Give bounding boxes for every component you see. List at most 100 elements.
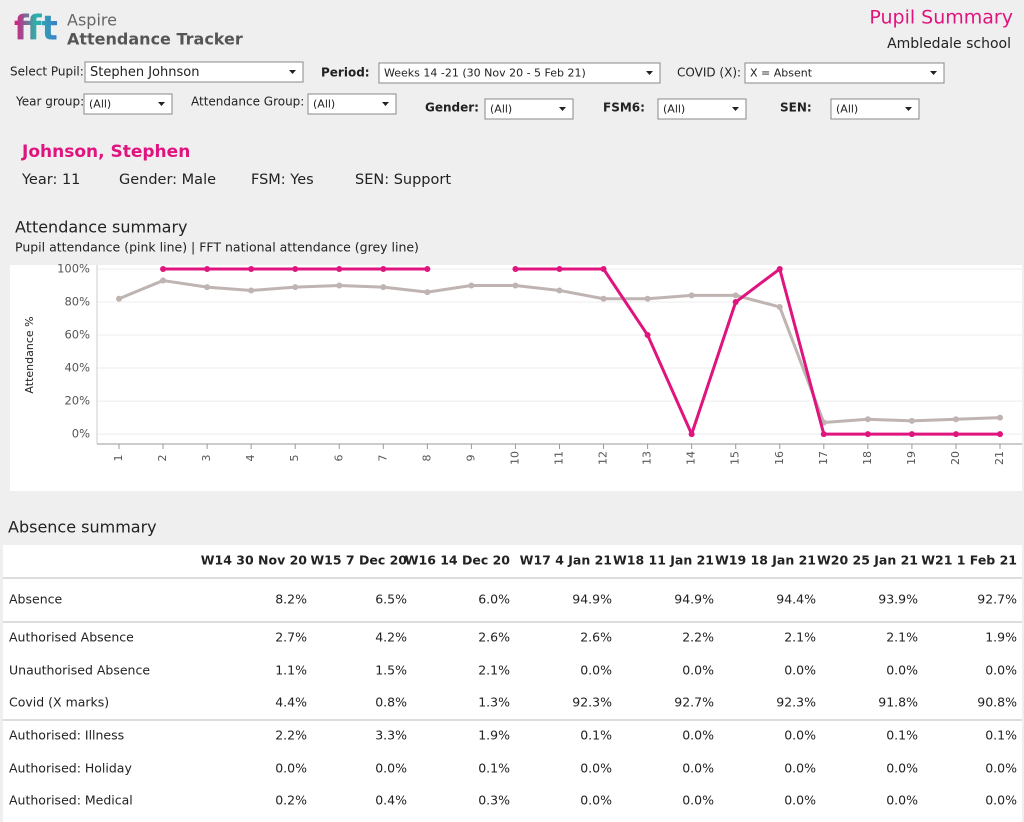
column-header: W19 18 Jan 21 xyxy=(715,553,816,568)
data-point xyxy=(292,266,299,272)
table-cell: 2.1% xyxy=(478,663,510,678)
table-cell: 1.1% xyxy=(275,663,307,678)
x-tick-label: 8 xyxy=(420,455,433,462)
data-point xyxy=(336,282,343,289)
data-point xyxy=(644,332,651,339)
table-cell: 94.9% xyxy=(572,592,612,607)
data-point xyxy=(248,266,255,272)
data-point xyxy=(204,266,211,272)
y-tick-label: 60% xyxy=(64,328,90,342)
data-point xyxy=(997,414,1003,421)
y-axis-label: Attendance % xyxy=(23,316,36,393)
table-cell: 92.7% xyxy=(977,592,1017,607)
table-cell: 2.1% xyxy=(886,630,918,645)
dropdown[interactable] xyxy=(484,98,574,120)
dropdown[interactable] xyxy=(378,62,661,84)
table-title: Absence summary xyxy=(8,518,157,537)
table-cell: 94.4% xyxy=(776,592,816,607)
y-tick-label: 0% xyxy=(72,427,90,441)
x-tick-label: 6 xyxy=(332,455,345,462)
x-tick-label: 21 xyxy=(993,451,1006,465)
data-point xyxy=(864,431,871,438)
column-header: W21 1 Feb 21 xyxy=(921,553,1017,568)
dropdown[interactable] xyxy=(307,93,397,115)
column-header: W18 11 Jan 21 xyxy=(613,553,714,568)
dropdown-arrow xyxy=(646,71,653,75)
table-cell: 0.0% xyxy=(784,728,816,743)
dropdown[interactable] xyxy=(744,62,945,84)
table-cell: 0.0% xyxy=(682,663,714,678)
dropdown-arrow xyxy=(930,71,937,75)
table-cell: 1.9% xyxy=(478,728,510,743)
table-cell: 0.0% xyxy=(985,793,1017,808)
table-cell: 3.3% xyxy=(375,728,407,743)
data-point xyxy=(908,417,915,424)
table-cell: 0.2% xyxy=(275,793,307,808)
x-tick-label: 11 xyxy=(553,451,566,465)
x-tick-label: 14 xyxy=(685,451,698,465)
table-cell: 2.7% xyxy=(275,630,307,645)
data-point xyxy=(468,282,475,289)
dropdown[interactable] xyxy=(83,93,173,115)
dropdown-value: (All) xyxy=(313,98,335,111)
y-tick-label: 20% xyxy=(64,394,90,408)
table-cell: 1.3% xyxy=(478,695,510,710)
pupil-detail: SEN: Support xyxy=(355,172,451,188)
filter-label: FSM6: xyxy=(603,101,645,115)
table-cell: 1.5% xyxy=(375,663,407,678)
dropdown-value: (All) xyxy=(836,103,858,116)
data-point xyxy=(644,295,651,302)
dropdown-arrow xyxy=(158,102,165,106)
school-name: Ambledale school xyxy=(887,36,1011,52)
filter-label: Period: xyxy=(321,66,370,80)
data-point xyxy=(600,295,607,302)
row-label: Unauthorised Absence xyxy=(9,663,150,678)
table-cell: 92.7% xyxy=(674,695,714,710)
table-cell: 0.0% xyxy=(682,761,714,776)
data-point xyxy=(556,266,563,272)
table-cell: 0.0% xyxy=(985,663,1017,678)
filter-label: Attendance Group: xyxy=(191,95,304,109)
data-point xyxy=(864,416,871,423)
data-point xyxy=(248,287,255,294)
data-point xyxy=(424,289,431,296)
dropdown-value: (All) xyxy=(490,103,512,116)
table-cell: 4.2% xyxy=(375,630,407,645)
dropdown[interactable] xyxy=(84,61,304,83)
dropdown[interactable] xyxy=(830,98,920,120)
column-header: W20 25 Jan 21 xyxy=(817,553,918,568)
data-point xyxy=(556,287,563,294)
x-tick-label: 5 xyxy=(288,455,301,462)
row-label: Authorised: Medical xyxy=(9,793,133,808)
data-point xyxy=(204,284,211,291)
table-cell: 0.0% xyxy=(784,663,816,678)
data-point xyxy=(116,295,122,302)
table-cell: 0.0% xyxy=(375,761,407,776)
data-point xyxy=(908,431,915,438)
table-cell: 0.1% xyxy=(478,761,510,776)
x-tick-label: 4 xyxy=(244,455,257,462)
column-header: W16 14 Dec 20 xyxy=(405,553,511,568)
column-header: W14 30 Nov 20 xyxy=(201,553,308,568)
data-point xyxy=(512,266,519,272)
dropdown-value: (All) xyxy=(89,98,111,111)
x-tick-label: 13 xyxy=(641,451,654,465)
x-tick-label: 16 xyxy=(773,451,786,465)
table-cell: 90.8% xyxy=(977,695,1017,710)
table-cell: 0.0% xyxy=(784,793,816,808)
table-cell: 0.0% xyxy=(682,728,714,743)
dropdown[interactable] xyxy=(657,98,747,120)
pupil-detail: FSM: Yes xyxy=(251,172,314,188)
x-tick-label: 1 xyxy=(112,455,125,462)
table-cell: 92.3% xyxy=(776,695,816,710)
product: Attendance Tracker xyxy=(67,30,243,49)
pupil-name: Johnson, Stephen xyxy=(21,142,190,162)
table-cell: 94.9% xyxy=(674,592,714,607)
filter-label: Gender: xyxy=(425,101,479,115)
dropdown-arrow xyxy=(559,107,566,111)
dropdown-arrow xyxy=(905,107,912,111)
x-tick-label: 17 xyxy=(817,451,830,465)
table-cell: 0.0% xyxy=(784,761,816,776)
pupil-detail: Gender: Male xyxy=(119,172,216,188)
